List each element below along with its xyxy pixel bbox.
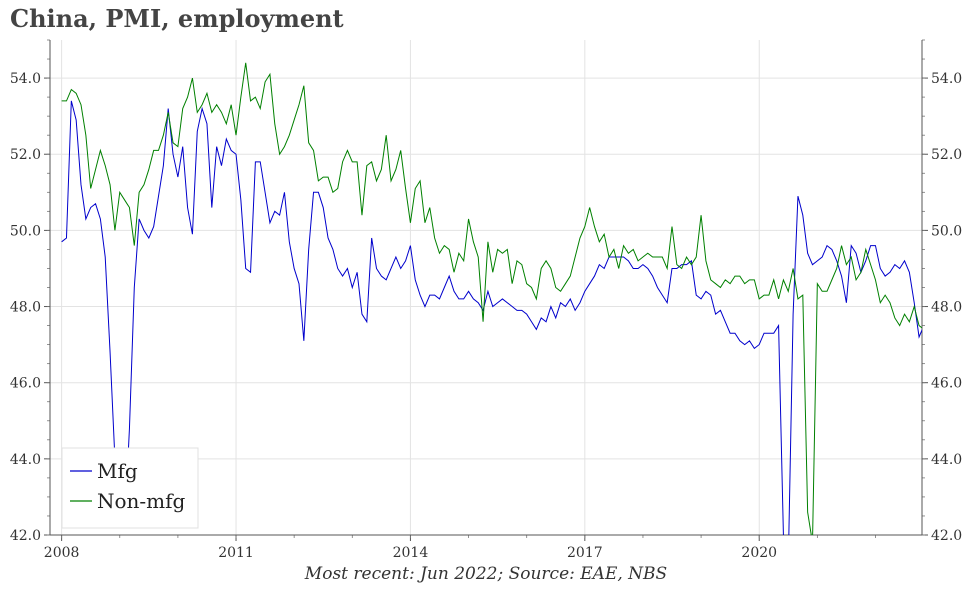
- y-tick-label-left: 52.0: [10, 147, 41, 163]
- y-tick-label-left: 48.0: [10, 300, 41, 316]
- legend-label: Mfg: [97, 459, 138, 483]
- x-tick-label: 2017: [567, 545, 603, 561]
- series-line-non-mfg: [61, 62, 922, 535]
- x-tick-label: 2008: [44, 545, 80, 561]
- x-tick-label: 2011: [218, 545, 254, 561]
- y-tick-label-right: 44.0: [931, 452, 962, 468]
- y-tick-label-right: 48.0: [931, 300, 962, 316]
- y-tick-label-left: 44.0: [10, 452, 41, 468]
- chart-source-note: Most recent: Jun 2022; Source: EAE, NBS: [304, 564, 668, 584]
- axes: 42.0 42.0 44.0 44.0 46.0 46.0 48.0 48.0 50.0 50.0…: [10, 39, 962, 561]
- series-line-mfg: [61, 100, 922, 535]
- y-tick-label-left: 50.0: [10, 223, 41, 239]
- x-tick-label: 2020: [741, 545, 777, 561]
- y-tick-label-left: 54.0: [10, 71, 41, 87]
- legend: Mfg Non-mfg: [61, 447, 199, 529]
- legend-label: Non-mfg: [97, 489, 186, 513]
- grid: [50, 40, 922, 536]
- y-tick-label-right: 42.0: [931, 528, 962, 544]
- y-tick-label-left: 42.0: [10, 528, 41, 544]
- x-tick-label: 2014: [393, 545, 429, 561]
- y-tick-label-left: 46.0: [10, 376, 41, 392]
- series-layer: [61, 62, 922, 535]
- y-tick-label-right: 52.0: [931, 147, 962, 163]
- y-tick-label-right: 50.0: [931, 223, 962, 239]
- y-tick-label-right: 46.0: [931, 376, 962, 392]
- legend-box: [61, 447, 199, 529]
- y-tick-label-right: 54.0: [931, 71, 962, 87]
- chart-title: China, PMI, employment: [10, 4, 344, 33]
